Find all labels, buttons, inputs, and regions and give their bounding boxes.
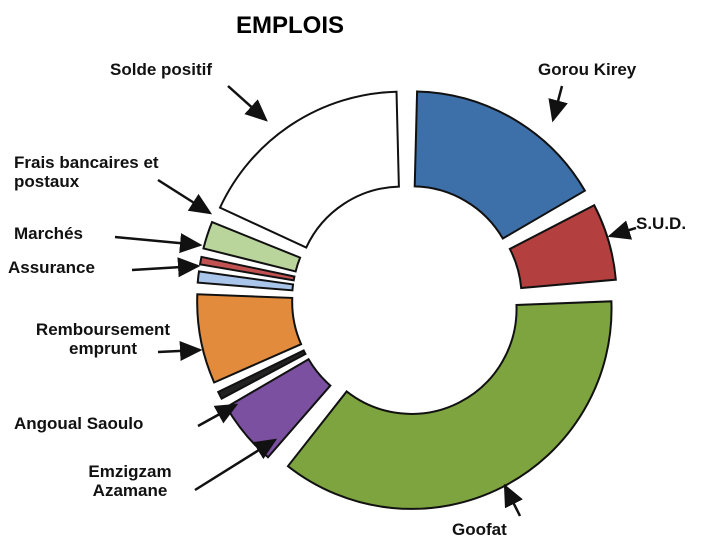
slice-label: Emzigzam Azamane xyxy=(88,462,172,500)
chart-title: EMPLOIS xyxy=(235,12,344,39)
slice xyxy=(286,300,613,510)
slice xyxy=(198,255,296,282)
label-arrow xyxy=(607,220,637,240)
slice xyxy=(216,349,307,401)
label-arrow xyxy=(157,178,213,215)
slice-label: Gorou Kirey xyxy=(538,60,637,79)
label-arrow xyxy=(157,340,203,361)
slice-label: Frais bancaires et postaux xyxy=(14,153,159,191)
label-arrow xyxy=(197,403,239,428)
label-arrow xyxy=(548,85,568,123)
slice-label: Goofat xyxy=(452,520,507,539)
slice-label: S.U.D. xyxy=(636,214,687,233)
label-arrow xyxy=(503,483,523,517)
label-arrow xyxy=(194,438,278,492)
slice xyxy=(196,293,303,384)
slice-label: Angoual Saoulo xyxy=(14,414,144,433)
label-arrow xyxy=(227,85,268,122)
slice-label: Assurance xyxy=(8,258,95,277)
slice-label: Marchés xyxy=(14,224,83,243)
label-arrow xyxy=(131,257,201,278)
slice xyxy=(218,90,400,249)
slice xyxy=(196,270,295,292)
label-arrow xyxy=(114,233,203,254)
slice-label: Remboursement emprunt xyxy=(35,320,171,358)
slice-label: Solde positif xyxy=(110,60,212,79)
slice xyxy=(202,220,302,273)
slice xyxy=(413,90,587,240)
slice xyxy=(508,203,617,290)
